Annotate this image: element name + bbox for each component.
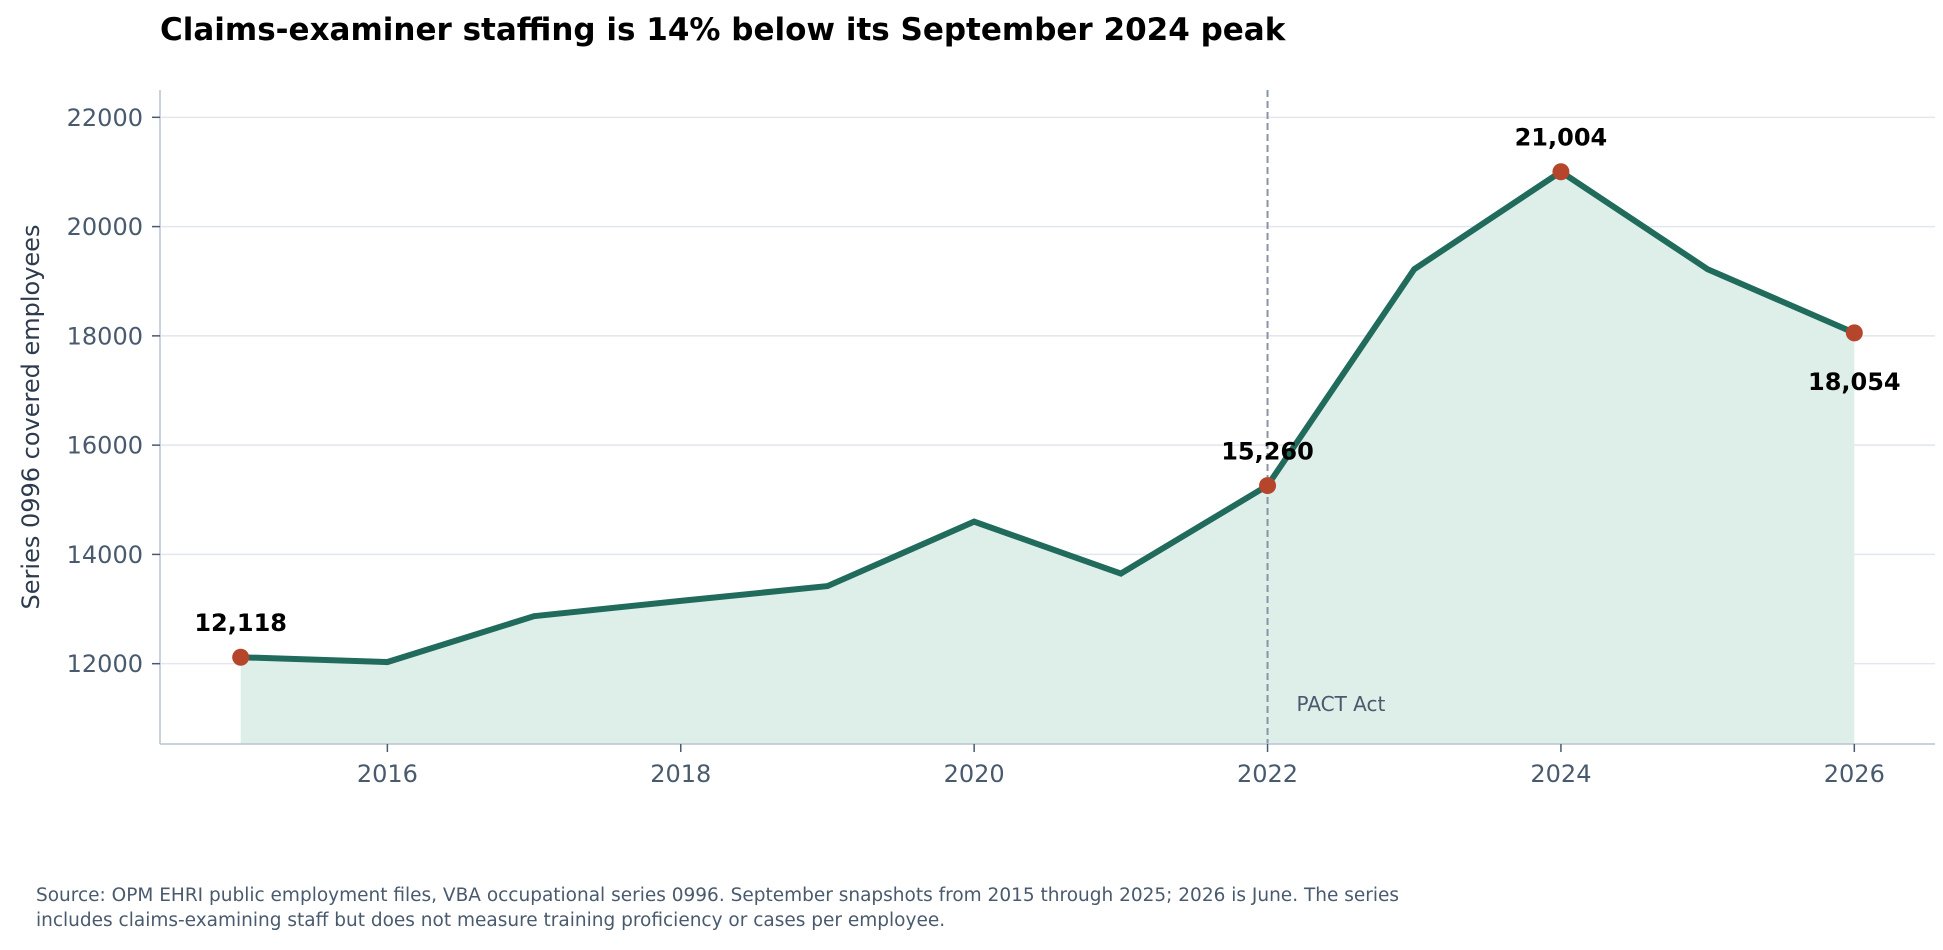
chart-title: Claims-examiner staffing is 14% below it… xyxy=(160,12,1286,48)
data-label-2022: 15,260 xyxy=(1221,438,1314,466)
y-axis-label: Series 0996 covered employees xyxy=(17,225,45,610)
data-label-2024: 21,004 xyxy=(1515,124,1608,152)
x-tick-label-2026: 2026 xyxy=(1824,760,1885,788)
reference-line-label: PACT Act xyxy=(1297,692,1386,716)
y-tick-label-22000: 22000 xyxy=(67,104,143,132)
annotated-markers: 12,118 15,260 21,004 18,054 xyxy=(194,124,1901,666)
data-point-2022 xyxy=(1259,477,1277,495)
source-note-line-2: includes claims-examining staff but does… xyxy=(36,910,946,931)
y-tick-label-20000: 20000 xyxy=(67,213,143,241)
data-label-2015: 12,118 xyxy=(194,609,287,637)
x-tick-label-2022: 2022 xyxy=(1237,760,1298,788)
data-point-2026 xyxy=(1845,324,1863,342)
y-tick-label-14000: 14000 xyxy=(67,541,143,569)
y-tick-label-18000: 18000 xyxy=(67,322,143,350)
series-line xyxy=(240,168,1856,666)
x-tick-label-2018: 2018 xyxy=(650,760,711,788)
source-note-line-1: Source: OPM EHRI public employment files… xyxy=(36,885,1400,906)
axes xyxy=(159,90,1935,745)
y-tick-label-12000: 12000 xyxy=(67,650,143,678)
x-tick-label-2024: 2024 xyxy=(1530,760,1591,788)
x-tick-label-2020: 2020 xyxy=(944,760,1005,788)
data-point-2024 xyxy=(1552,163,1570,181)
data-point-2015 xyxy=(232,648,250,666)
data-label-2026: 18,054 xyxy=(1808,368,1901,396)
x-tick-label-2016: 2016 xyxy=(357,760,418,788)
area-fill xyxy=(240,171,1855,745)
tick-labels: 12000 14000 16000 18000 20000 22000 2016 2018 20… xyxy=(67,104,1885,788)
y-tick-label-16000: 16000 xyxy=(67,432,143,460)
